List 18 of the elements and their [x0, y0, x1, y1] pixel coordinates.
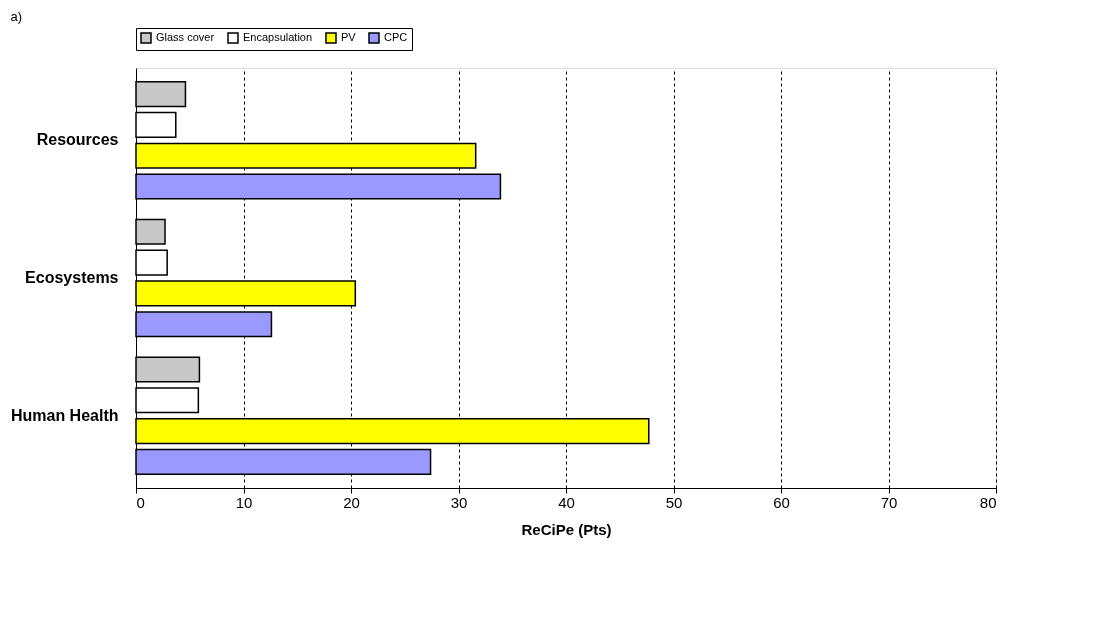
legend-label: Encapsulation — [243, 31, 313, 43]
legend-label: CPC — [384, 31, 408, 43]
text: a) — [10, 8, 22, 24]
x-tick-label: 0 — [136, 493, 145, 511]
x-tick-label: 20 — [343, 493, 360, 511]
x-tick-label: 70 — [880, 493, 898, 511]
x-tick-label: 60 — [773, 493, 790, 511]
legend-label: Glass cover — [156, 31, 215, 43]
x-tick-label: 50 — [665, 493, 683, 511]
y-tick-label: Human Health — [10, 406, 119, 424]
y-tick-label: Resources — [36, 131, 119, 149]
x-tick-label: 40 — [558, 493, 575, 511]
y-tick-label: Ecosystems — [25, 269, 119, 286]
x-tick-label: 10 — [235, 493, 253, 511]
x-axis-title: ReCiPe (Pts) — [521, 520, 612, 538]
x-tick-label: 30 — [450, 493, 468, 511]
legend-label: PV — [341, 31, 357, 43]
x-tick-label: 80 — [979, 493, 997, 511]
